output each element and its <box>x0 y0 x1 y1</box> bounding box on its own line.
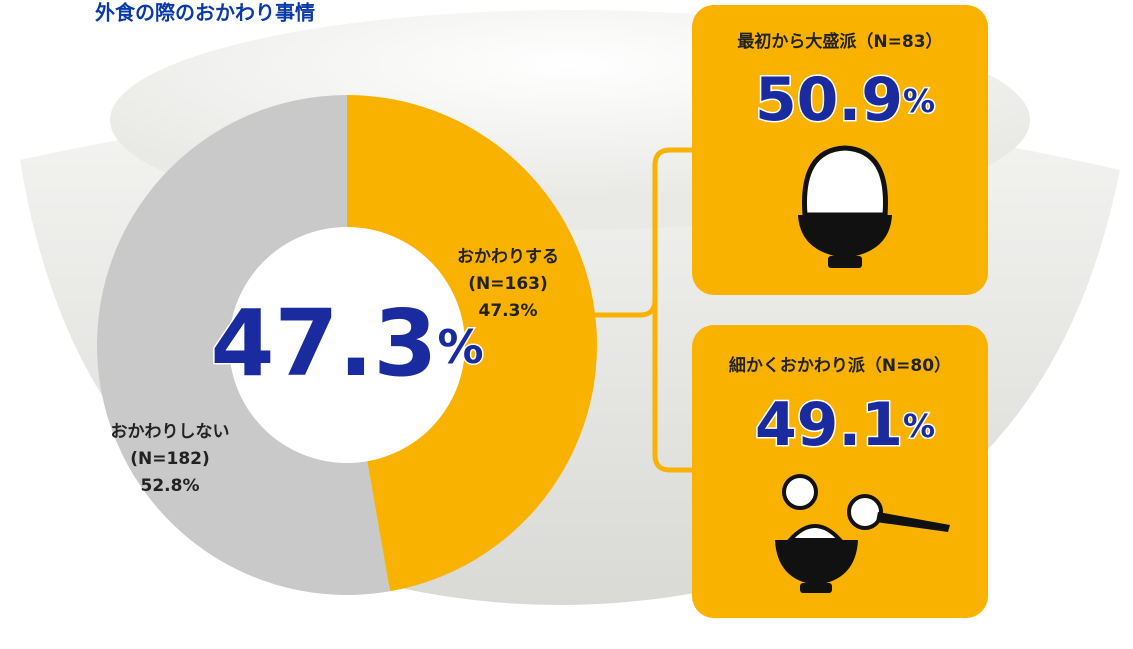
chart-title: 外食の際のおかわり事情 <box>95 1 315 25</box>
panel-label: 最初から大盛派（N=83） <box>737 31 942 52</box>
panel-label: 細かくおかわり派（N=80） <box>729 355 951 376</box>
slice-n: (N=163) <box>468 274 548 294</box>
panel-number: 49.1 <box>755 390 903 460</box>
panel-number: 50.9 <box>755 65 903 135</box>
slice-value: 52.8% <box>141 476 200 496</box>
slice-label: おかわりしない <box>111 422 230 442</box>
center-number: 47.3 <box>210 290 437 397</box>
slice-label: おかわりする <box>457 247 559 267</box>
panel-unit: % <box>903 82 935 120</box>
center-unit: % <box>437 320 483 374</box>
panel-unit: % <box>903 407 935 445</box>
slice-value: 47.3% <box>479 301 538 321</box>
slice-n: (N=182) <box>130 449 210 469</box>
chart: 外食の際のおかわり事情 47.3% 最初から大盛派（N=83） 50.9% 細か… <box>0 0 1133 649</box>
